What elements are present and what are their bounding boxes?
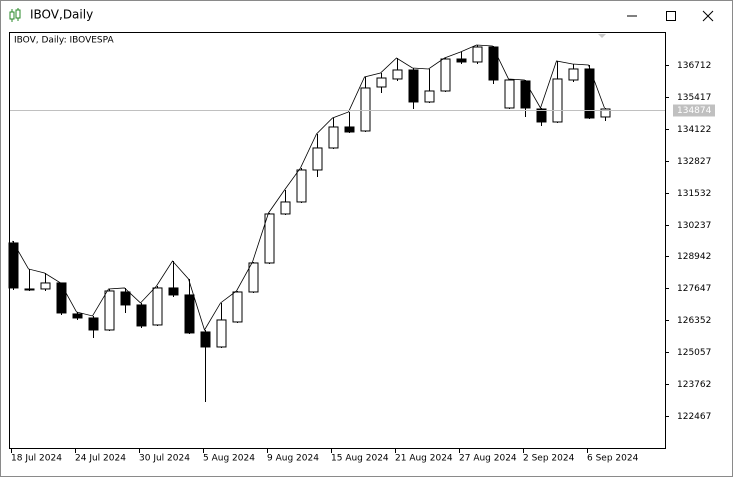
candle-body (344, 126, 355, 133)
candle-body (424, 90, 435, 103)
x-tick-label: 24 Jul 2024 (75, 454, 126, 464)
candle-body (520, 80, 531, 109)
candle-body (392, 69, 403, 80)
high-line (12, 44, 605, 331)
x-tick-label: 30 Jul 2024 (139, 454, 190, 464)
candle-body (440, 58, 451, 92)
candle-body (232, 291, 243, 323)
candle-body (488, 46, 499, 81)
candle-body (136, 304, 147, 327)
candle-body (24, 288, 35, 291)
candle-body (88, 317, 99, 331)
x-tick-label: 9 Aug 2024 (267, 454, 319, 464)
candle-body (600, 108, 611, 118)
current-price-label: 134874 (677, 106, 712, 116)
maximize-button[interactable] (666, 11, 676, 21)
current-price-tag (673, 104, 715, 117)
candle-body (328, 126, 339, 149)
candle-body (360, 87, 371, 132)
candle-body (552, 78, 563, 123)
candle-body (456, 58, 467, 63)
candle-body (168, 287, 179, 296)
y-tick-label: 132827 (677, 157, 711, 167)
candle-body (248, 262, 259, 293)
candle-body (312, 147, 323, 171)
y-tick-label: 126352 (677, 316, 711, 326)
y-tick-label: 134122 (677, 125, 711, 135)
candle-body (296, 169, 307, 203)
candle-body (184, 294, 195, 334)
shift-marker (598, 34, 606, 38)
candle-body (8, 242, 19, 289)
y-tick-label: 128942 (677, 252, 711, 262)
candle-body (376, 77, 387, 88)
x-tick-label: 27 Aug 2024 (459, 454, 517, 464)
candle-body (72, 313, 83, 319)
x-tick-label: 21 Aug 2024 (395, 454, 453, 464)
candle-body (40, 282, 51, 290)
candle-body (472, 46, 483, 63)
candle-body (200, 331, 211, 348)
y-tick-label: 130237 (677, 221, 711, 231)
app-icon (9, 8, 21, 22)
candle-body (504, 79, 515, 109)
candle-body (568, 68, 579, 81)
candle-body (56, 282, 67, 314)
candle-body (536, 108, 547, 123)
candle-body (280, 201, 291, 215)
y-tick-label: 125057 (677, 348, 711, 358)
y-tick-label: 136712 (677, 61, 711, 71)
y-tick-label: 123762 (677, 380, 711, 390)
x-tick-label: 18 Jul 2024 (11, 454, 62, 464)
candle-body (264, 213, 275, 264)
plot-area (9, 32, 666, 449)
candle-body (120, 291, 131, 306)
x-tick-label: 15 Aug 2024 (331, 454, 389, 464)
chart-title: IBOV, Daily: IBOVESPA (14, 36, 114, 46)
y-tick-label: 131532 (677, 189, 711, 199)
y-tick-label: 122467 (677, 412, 711, 422)
x-tick-label: 5 Aug 2024 (203, 454, 255, 464)
window-title: IBOV,Daily (30, 8, 93, 22)
x-tick-label: 2 Sep 2024 (523, 454, 575, 464)
candle-body (408, 69, 419, 103)
close-button[interactable] (702, 10, 714, 22)
candle-body (152, 287, 163, 326)
candle-body (104, 290, 115, 331)
candle-body (584, 68, 595, 119)
x-tick-label: 6 Sep 2024 (587, 454, 639, 464)
y-tick-label: 135417 (677, 93, 711, 103)
y-tick-label: 127647 (677, 284, 711, 294)
candle-body (216, 319, 227, 348)
